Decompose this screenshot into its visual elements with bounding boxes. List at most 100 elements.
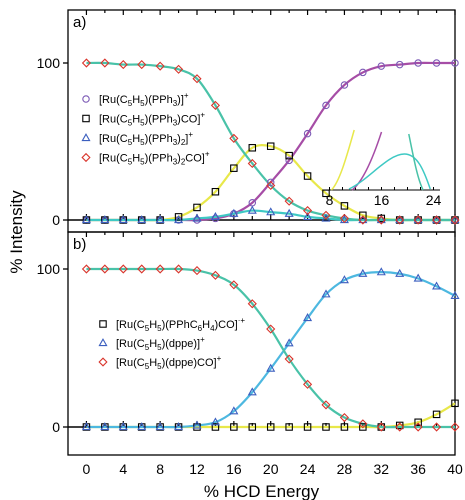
data-point	[358, 215, 368, 225]
data-point	[322, 423, 330, 431]
x-tick-label: 28	[337, 461, 353, 477]
data-point	[321, 400, 331, 410]
data-point	[395, 215, 405, 225]
x-tick-label: 4	[119, 461, 127, 477]
shared-axes: 0 4 8 12 16 20 24 28 32 36 40 % HCD Energy % Intensi…	[7, 190, 463, 500]
data-point	[339, 412, 350, 423]
x-tick-label: 0	[83, 461, 91, 477]
panel-label: b)	[73, 236, 86, 253]
data-point	[395, 421, 404, 430]
data-point	[451, 399, 459, 408]
data-point	[339, 213, 350, 224]
x-tick-label: 16	[226, 461, 242, 477]
legend-marker	[98, 357, 108, 367]
data-point	[155, 61, 165, 71]
data-point	[229, 280, 239, 290]
x-tick-label: 12	[189, 461, 205, 477]
data-point	[395, 422, 405, 432]
data-point	[450, 215, 460, 224]
data-point	[358, 419, 368, 429]
data-point	[266, 178, 275, 187]
data-point	[432, 410, 441, 419]
data-point	[247, 158, 257, 169]
legend-marker	[81, 133, 91, 142]
data-point	[358, 215, 368, 224]
data-point	[284, 338, 294, 347]
legend-marker	[99, 320, 107, 328]
data-point	[210, 211, 220, 221]
data-point	[284, 208, 294, 217]
x-tick-label: 20	[263, 461, 279, 477]
legend-entry: [Ru(C5H5)(PPh3)2]+	[99, 130, 193, 147]
data-point	[431, 422, 442, 432]
legend-marker	[82, 95, 90, 103]
data-point	[376, 422, 386, 432]
data-point	[359, 423, 367, 431]
data-point	[303, 129, 312, 138]
data-point	[285, 423, 293, 431]
data-point	[248, 144, 257, 152]
data-point	[340, 202, 349, 210]
data-point	[210, 270, 221, 280]
legend-entry: [Ru(C5H5)(PPh3)]+	[99, 91, 189, 108]
data-point	[230, 164, 238, 172]
inset-curve	[348, 153, 431, 190]
x-tick-label: 8	[156, 461, 164, 477]
legend-entry: [Ru(C5H5)(PPh3)2CO]+	[99, 150, 210, 167]
data-point	[247, 387, 257, 396]
inset-curve	[330, 129, 355, 191]
data-point	[413, 422, 423, 432]
data-point	[302, 206, 313, 216]
data-point	[266, 207, 276, 216]
panel-b: 0 100 b) [Ru(C5H5)(PPhC6H4)CO]·+ [Ru(C5H5)(d…	[37, 231, 460, 456]
data-point	[118, 264, 128, 274]
data-point	[266, 180, 276, 191]
data-point	[210, 100, 221, 110]
data-point	[284, 196, 294, 206]
data-point	[100, 264, 110, 274]
data-point	[210, 417, 220, 426]
data-point	[192, 213, 202, 222]
data-point	[376, 215, 386, 224]
data-point	[284, 354, 294, 364]
legend-marker	[81, 152, 91, 163]
data-point	[118, 422, 128, 431]
data-point	[81, 215, 91, 224]
inset-tick-label: 16	[374, 192, 390, 208]
y-axis-title: % Intensity	[7, 190, 26, 274]
data-point	[155, 422, 165, 431]
data-point	[321, 210, 331, 220]
data-point	[414, 59, 422, 67]
data-point	[155, 264, 165, 274]
data-point	[432, 281, 442, 290]
legend-marker	[82, 114, 90, 123]
y-tick-label: 100	[37, 261, 61, 277]
data-point	[285, 151, 293, 160]
data-point	[359, 211, 367, 220]
data-point	[431, 215, 442, 225]
data-point	[248, 423, 257, 431]
data-point	[450, 290, 460, 300]
data-point	[137, 215, 147, 224]
data-point	[450, 215, 460, 225]
data-point	[413, 215, 423, 225]
legend-entry: [Ru(C5H5)(PPh3)CO]+	[99, 111, 205, 128]
data-point	[229, 406, 239, 415]
data-point	[414, 418, 422, 427]
data-point	[395, 268, 405, 277]
panel-a: 0 100 a) [Ru(C5H5)(PPh3)]+ [Ru(C5H5)(PPh3)CO…	[37, 9, 460, 233]
inset-tick-label: 24	[426, 192, 442, 208]
data-point	[358, 268, 368, 277]
legend-entry: [Ru(C5H5)(PPhC6H4)CO]·+	[116, 316, 245, 333]
y-tick-label: 100	[37, 55, 61, 71]
panel-label: a)	[73, 14, 86, 31]
data-point	[229, 133, 239, 143]
fit-curve	[86, 267, 455, 429]
data-point	[192, 74, 202, 84]
legend-entry: [Ru(C5H5)(dppe)]+	[116, 335, 205, 352]
legend-marker	[98, 338, 108, 347]
data-point	[192, 420, 202, 429]
y-tick-label: 0	[52, 419, 60, 435]
data-point	[413, 273, 423, 282]
data-point	[100, 215, 110, 224]
